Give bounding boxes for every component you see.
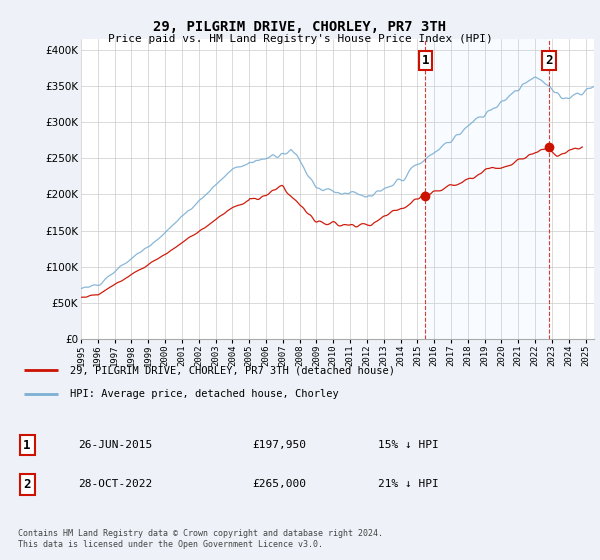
Text: 28-OCT-2022: 28-OCT-2022 xyxy=(78,479,152,489)
Text: HPI: Average price, detached house, Chorley: HPI: Average price, detached house, Chor… xyxy=(70,389,338,399)
Text: 1: 1 xyxy=(23,438,31,452)
Text: 2: 2 xyxy=(545,54,553,67)
Text: £197,950: £197,950 xyxy=(252,440,306,450)
Text: 29, PILGRIM DRIVE, CHORLEY, PR7 3TH: 29, PILGRIM DRIVE, CHORLEY, PR7 3TH xyxy=(154,20,446,34)
Text: Price paid vs. HM Land Registry's House Price Index (HPI): Price paid vs. HM Land Registry's House … xyxy=(107,34,493,44)
Text: 29, PILGRIM DRIVE, CHORLEY, PR7 3TH (detached house): 29, PILGRIM DRIVE, CHORLEY, PR7 3TH (det… xyxy=(70,366,395,376)
Text: 15% ↓ HPI: 15% ↓ HPI xyxy=(378,440,439,450)
Text: 2: 2 xyxy=(23,478,31,491)
Text: 1: 1 xyxy=(422,54,429,67)
Text: 21% ↓ HPI: 21% ↓ HPI xyxy=(378,479,439,489)
Bar xyxy=(425,39,549,339)
Text: Contains HM Land Registry data © Crown copyright and database right 2024.
This d: Contains HM Land Registry data © Crown c… xyxy=(18,529,383,549)
Text: £265,000: £265,000 xyxy=(252,479,306,489)
Text: 26-JUN-2015: 26-JUN-2015 xyxy=(78,440,152,450)
